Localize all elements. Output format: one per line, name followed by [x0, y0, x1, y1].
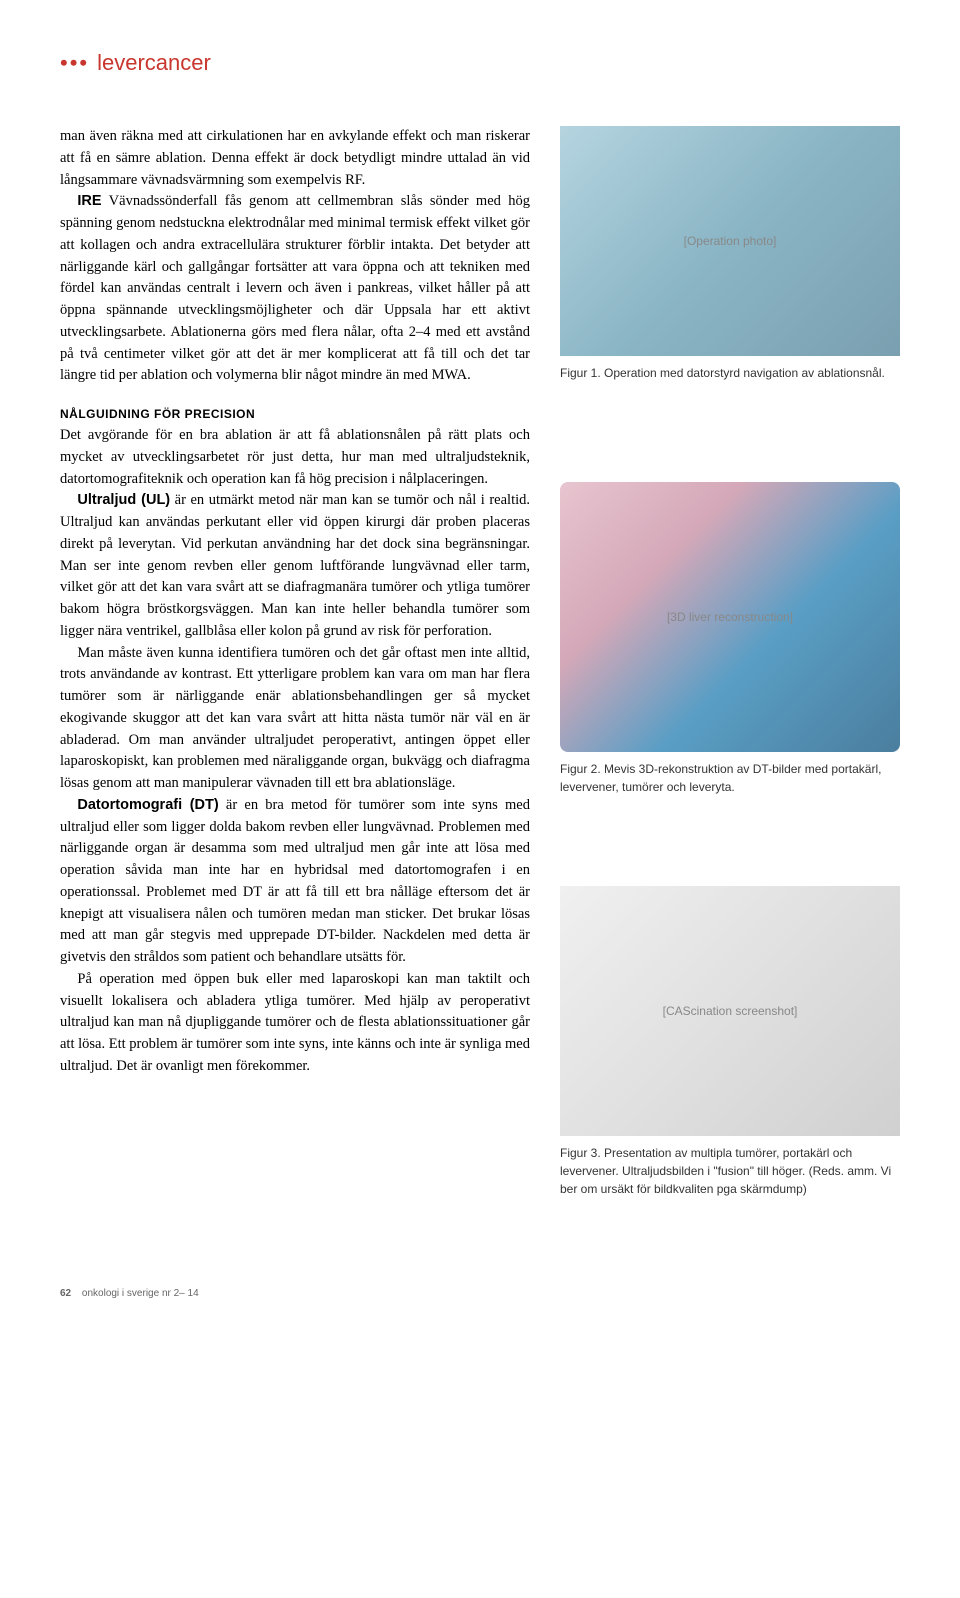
figure-3-caption: Figur 3. Presentation av multipla tumöre…: [560, 1144, 900, 1198]
body-block-2: Det avgörande för en bra ablation är att…: [60, 425, 530, 1078]
section-header: ••• levercancer: [60, 50, 900, 76]
page-footer: 62 onkologi i sverige nr 2– 14: [60, 1288, 900, 1299]
figure-3: [CAScination screenshot] Figur 3. Presen…: [560, 886, 900, 1198]
page-number: 62: [60, 1288, 71, 1299]
paragraph: Datortomografi (DT) är en bra metod för …: [60, 795, 530, 969]
figure-2-caption: Figur 2. Mevis 3D-rekonstruktion av DT-b…: [560, 760, 900, 796]
paragraph: Man måste även kunna identifiera tumören…: [60, 643, 530, 795]
figure-2-image: [3D liver reconstruction]: [560, 482, 900, 752]
figure-1-image: [Operation photo]: [560, 126, 900, 356]
figure-1-caption: Figur 1. Operation med datorstyrd naviga…: [560, 364, 900, 382]
paragraph: man även räkna med att cirkulationen har…: [60, 126, 530, 191]
paragraph: Det avgörande för en bra ablation är att…: [60, 425, 530, 490]
paragraph-text: är en bra metod för tumörer som inte syn…: [60, 797, 530, 965]
inline-bold: IRE: [77, 193, 101, 209]
paragraph: IRE Vävnadssönderfall fås genom att cell…: [60, 191, 530, 387]
journal-name: onkologi i sverige nr 2– 14: [82, 1288, 199, 1299]
header-category: levercancer: [97, 50, 211, 76]
text-column: man även räkna med att cirkulationen har…: [60, 126, 530, 1238]
figure-column: [Operation photo] Figur 1. Operation med…: [560, 126, 900, 1238]
section-heading: NÅLGUIDNING FÖR PRECISION: [60, 407, 530, 421]
main-content: man även räkna med att cirkulationen har…: [60, 126, 900, 1238]
paragraph-text: Vävnadssönderfall fås genom att cellmemb…: [60, 193, 530, 383]
figure-2: [3D liver reconstruction] Figur 2. Mevis…: [560, 482, 900, 796]
header-dots: •••: [60, 50, 89, 76]
figure-3-image: [CAScination screenshot]: [560, 886, 900, 1136]
spacer: [560, 836, 900, 886]
paragraph: På operation med öppen buk eller med lap…: [60, 969, 530, 1078]
paragraph: Ultraljud (UL) är en utmärkt metod när m…: [60, 490, 530, 642]
spacer: [560, 422, 900, 482]
inline-bold: Datortomografi (DT): [77, 797, 218, 813]
paragraph-text: är en utmärkt metod när man kan se tumör…: [60, 492, 530, 639]
inline-bold: Ultraljud (UL): [77, 492, 170, 508]
figure-1: [Operation photo] Figur 1. Operation med…: [560, 126, 900, 382]
body-block-1: man även räkna med att cirkulationen har…: [60, 126, 530, 387]
